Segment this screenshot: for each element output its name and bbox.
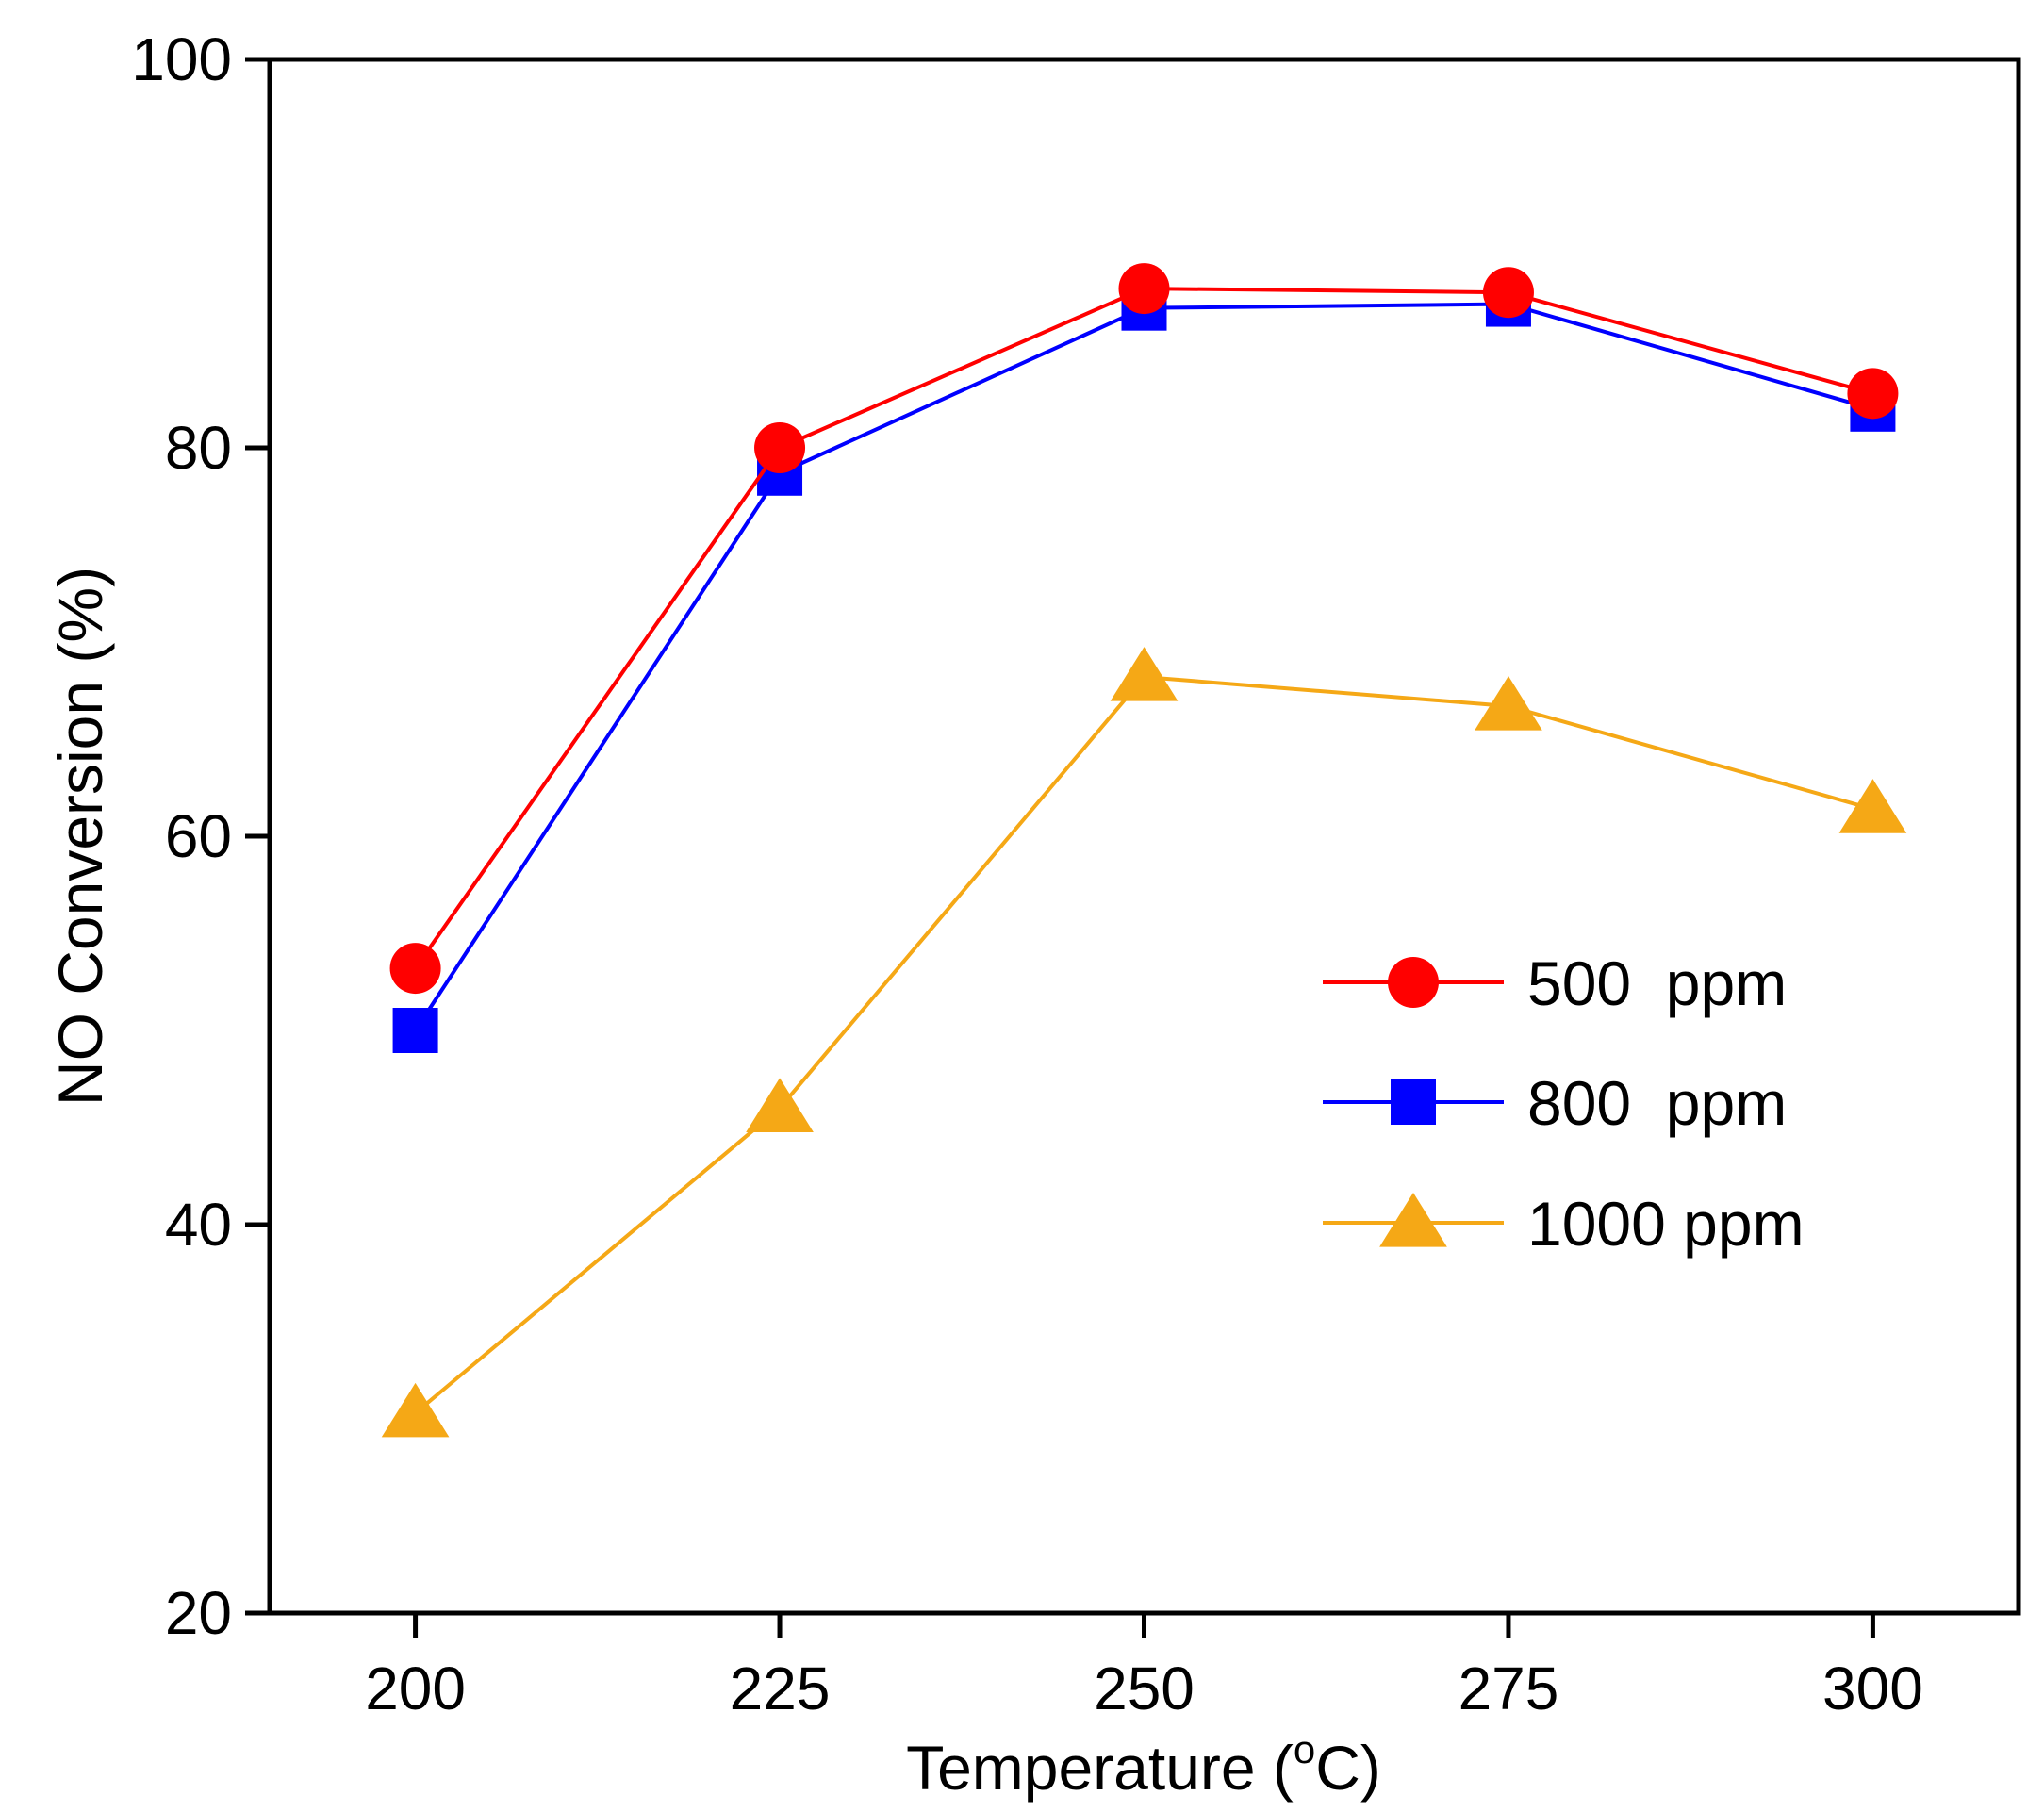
- legend-label-2: 800 ppm: [1527, 1068, 1787, 1138]
- data-point-1-275: [1482, 267, 1534, 319]
- x-axis-title-superscript: o: [1294, 1727, 1315, 1771]
- legend-label-1: 500 ppm: [1527, 948, 1787, 1018]
- x-axis-title-main: Temperature (: [906, 1733, 1294, 1803]
- series-3: [381, 647, 1907, 1438]
- y-tick-label-80: 80: [165, 414, 232, 482]
- data-point-3-250: [1110, 647, 1179, 701]
- x-axis-title: Temperature (oC): [906, 1727, 1381, 1803]
- legend-marker-3: [1379, 1193, 1447, 1247]
- legend-marker-2: [1391, 1079, 1436, 1125]
- series-1: [389, 263, 1899, 995]
- data-point-2-200: [392, 1008, 438, 1053]
- x-axis: 200 225 250 275 300: [365, 1613, 1923, 1722]
- data-point-3-200: [381, 1382, 450, 1438]
- data-point-3-300: [1838, 779, 1907, 833]
- legend: 500 ppm 800 ppm 1000 ppm: [1323, 948, 1805, 1259]
- legend-marker-1: [1388, 957, 1439, 1008]
- x-tick-label-275: 275: [1459, 1655, 1559, 1722]
- legend-label-3: 1000 ppm: [1527, 1189, 1805, 1259]
- y-tick-label-60: 60: [165, 802, 232, 870]
- legend-item-1: 500 ppm: [1323, 948, 1787, 1018]
- data-point-1-300: [1847, 368, 1899, 420]
- data-point-1-250: [1118, 263, 1170, 315]
- x-tick-label-225: 225: [730, 1655, 831, 1722]
- series-layer: [381, 263, 1907, 1438]
- y-tick-label-100: 100: [131, 25, 232, 93]
- y-axis: 20 40 60 80 100: [131, 25, 270, 1647]
- data-point-1-225: [754, 422, 806, 473]
- data-point-3-275: [1475, 675, 1542, 731]
- data-point-3-225: [746, 1078, 814, 1132]
- y-tick-label-40: 40: [165, 1191, 232, 1259]
- x-axis-title-suffix: C): [1315, 1733, 1381, 1803]
- x-tick-label-300: 300: [1822, 1655, 1923, 1722]
- x-tick-label-200: 200: [365, 1655, 466, 1722]
- y-axis-title: NO Conversion (%): [45, 567, 115, 1106]
- legend-item-2: 800 ppm: [1323, 1068, 1787, 1138]
- data-point-1-200: [389, 943, 441, 995]
- y-tick-label-20: 20: [165, 1579, 232, 1647]
- legend-item-3: 1000 ppm: [1323, 1189, 1805, 1259]
- x-tick-label-250: 250: [1094, 1655, 1195, 1722]
